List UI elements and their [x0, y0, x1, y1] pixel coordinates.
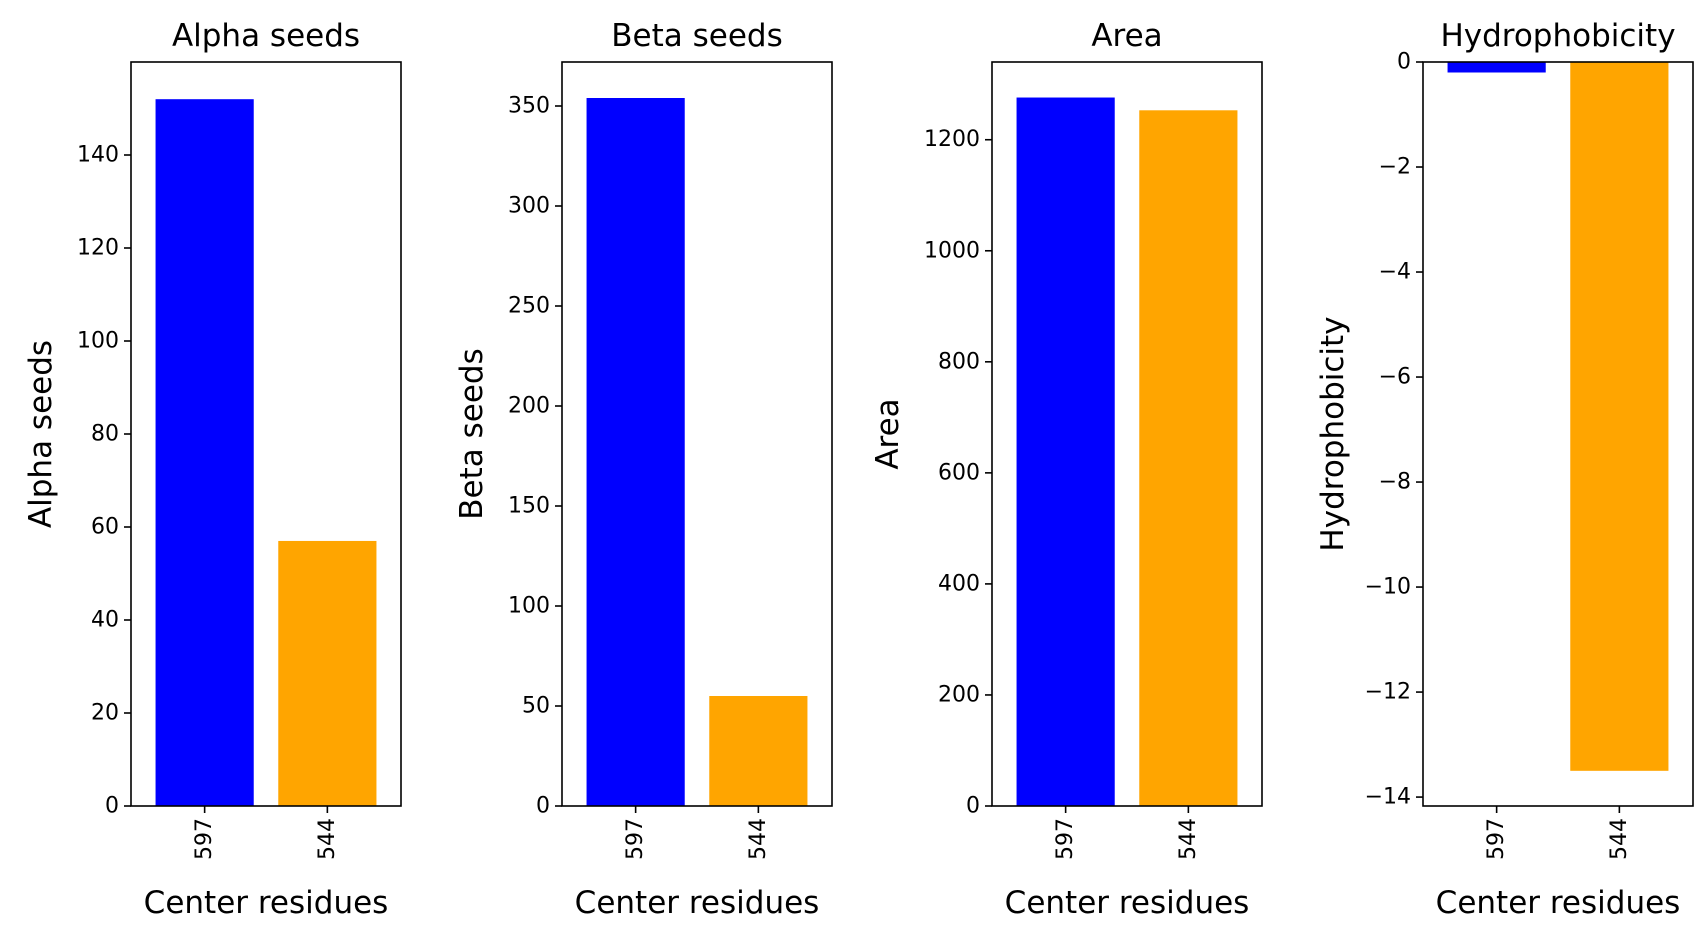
y-tick-label: 120	[77, 236, 119, 261]
y-tick-label: −4	[1379, 260, 1411, 285]
y-tick-label: 200	[938, 682, 980, 707]
y-tick-label: −10	[1365, 575, 1411, 600]
x-tick-label: 544	[315, 818, 340, 860]
bar-544	[278, 540, 377, 806]
y-tick-label: 40	[91, 608, 119, 633]
y-tick-label: 200	[508, 394, 550, 419]
chart-title: Alpha seeds	[172, 18, 360, 54]
y-axis-label: Hydrophobicity	[1315, 316, 1351, 551]
y-tick-label: 1000	[924, 238, 980, 263]
x-tick-label: 597	[1484, 818, 1509, 860]
y-tick-label: 0	[536, 794, 550, 819]
y-tick-label: 140	[77, 143, 119, 168]
y-tick-label: 20	[91, 701, 119, 726]
y-tick-label: 150	[508, 494, 550, 519]
x-tick-label: 544	[1176, 818, 1201, 860]
x-tick-label: 597	[192, 818, 217, 860]
x-tick-label: 544	[1607, 818, 1632, 860]
chart-panel-1: 0 20 40 60 80 100 120 140 597 544 Alpha seeds Cente…	[23, 18, 402, 921]
x-axis-label: Center residues	[144, 885, 389, 921]
chart-panel-3: 0 200 400 600 800 1000 1200 597 544 Area Center re…	[870, 18, 1263, 921]
y-tick-label: 250	[508, 294, 550, 319]
y-tick-label: 1200	[924, 127, 980, 152]
x-axis-label: Center residues	[1005, 885, 1250, 921]
y-tick-label: 0	[966, 794, 980, 819]
bar-597	[586, 98, 685, 806]
y-tick-label: 600	[938, 460, 980, 485]
y-tick-label: 80	[91, 422, 119, 447]
y-tick-label: 300	[508, 194, 550, 219]
bar-597	[155, 99, 254, 806]
y-tick-label: 100	[508, 594, 550, 619]
x-tick-label: 597	[623, 818, 648, 860]
y-tick-label: −12	[1365, 680, 1411, 705]
y-axis-label: Beta seeds	[454, 348, 490, 519]
chart-panel-2: 0 50 100 150 200 250 300 350 597 544 Beta seeds Cen…	[454, 18, 833, 921]
x-axis-label: Center residues	[1436, 885, 1681, 921]
chart-panel-4: 0 −2 −4 −6 −8 −10 −12 −14 597 544 Hydrophobicity Ce…	[1315, 18, 1694, 921]
y-tick-label: 60	[91, 515, 119, 540]
y-tick-label: 0	[1397, 50, 1411, 75]
bar-544	[1570, 62, 1669, 771]
plot-frame	[561, 61, 833, 807]
x-tick-label: 597	[1053, 818, 1078, 860]
bar-544	[1139, 110, 1238, 807]
bar-597	[1016, 97, 1115, 806]
y-tick-label: 100	[77, 329, 119, 354]
chart-title: Hydrophobicity	[1440, 18, 1675, 54]
y-tick-label: −2	[1379, 155, 1411, 180]
y-tick-label: −8	[1379, 470, 1411, 495]
y-tick-label: 0	[105, 794, 119, 819]
plot-frame	[991, 61, 1263, 807]
y-tick-label: 50	[522, 694, 550, 719]
y-tick-label: 800	[938, 349, 980, 374]
y-tick-label: 350	[508, 94, 550, 119]
bar-544	[709, 696, 808, 806]
y-axis-label: Area	[870, 398, 906, 469]
y-tick-label: −6	[1379, 365, 1411, 390]
chart-title: Area	[1091, 18, 1162, 54]
y-tick-label: −14	[1365, 785, 1411, 810]
bar-597	[1447, 62, 1546, 73]
y-axis-label: Alpha seeds	[23, 340, 59, 528]
plot-frame	[1422, 61, 1694, 807]
chart-title: Beta seeds	[611, 18, 782, 54]
y-tick-label: 400	[938, 571, 980, 596]
x-axis-label: Center residues	[575, 885, 820, 921]
x-tick-label: 544	[746, 818, 771, 860]
